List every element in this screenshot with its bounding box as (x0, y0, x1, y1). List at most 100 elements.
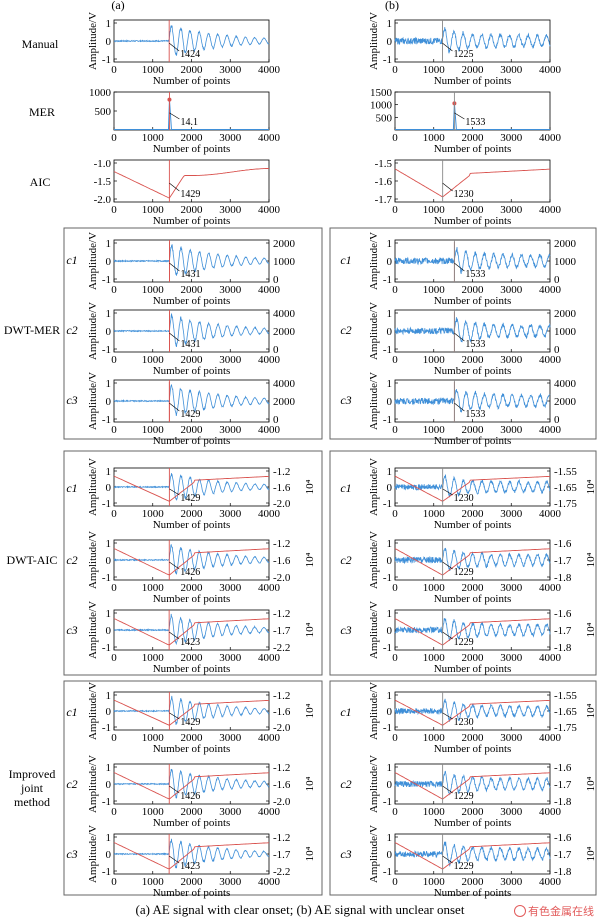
y2-tick-label: -1.7 (554, 625, 572, 637)
aic-series (394, 699, 550, 726)
component-label-c1: c1 (340, 705, 351, 719)
x-tick-label: 1000 (142, 652, 165, 664)
y-tick-label: 1 (387, 538, 393, 550)
x-tick-label: 2000 (462, 652, 485, 664)
y-tick-label: -1 (102, 796, 111, 808)
onset-annotation-leader (169, 785, 180, 794)
y2-tick-label: 2000 (554, 396, 577, 408)
x-tick-label: 3000 (500, 132, 523, 144)
onset-annotation-leader (168, 631, 180, 640)
y-tick-label: 0 (387, 706, 393, 718)
x-axis-label: Number of points (434, 143, 512, 155)
aic-series (394, 475, 550, 502)
y-tick-label: 1 (106, 608, 112, 620)
x-tick-label: 2000 (181, 732, 204, 744)
x-axis-label: Number of points (153, 519, 231, 531)
x-tick-label: 0 (111, 354, 117, 366)
aic-series (113, 699, 269, 726)
signal-series (113, 768, 270, 799)
x-tick-label: 3000 (219, 806, 242, 818)
y-axis-label: Amplitude/V (368, 12, 380, 70)
x-tick-label: 3000 (219, 582, 242, 594)
onset-annotation-leader (168, 42, 180, 52)
x-tick-label: 4000 (258, 508, 281, 520)
y2-tick-label: -2.0 (273, 572, 291, 584)
y2-tick-label: 2000 (554, 308, 577, 320)
onset-annotation: 14.1 (180, 117, 198, 128)
y-tick-label: 1 (387, 378, 393, 390)
y-tick-label: 0 (387, 396, 393, 408)
x-tick-label: 0 (111, 732, 117, 744)
onset-annotation-leader (169, 182, 180, 192)
y-axis-label: Amplitude/V (87, 372, 99, 430)
x-tick-label: 1000 (423, 876, 446, 888)
x-tick-label: 4000 (258, 204, 281, 216)
onset-annotation: 1423 (180, 861, 200, 872)
signal-series (394, 27, 551, 54)
onset-annotation-leader (442, 182, 453, 192)
component-label-c3: c3 (66, 393, 77, 407)
x-tick-label: 4000 (539, 284, 562, 296)
x-tick-label: 1000 (423, 204, 446, 216)
y-tick-label: -1 (383, 414, 392, 426)
y2-tick-label: -1.7 (273, 625, 291, 637)
x-tick-label: 2000 (462, 354, 485, 366)
x-axis-label: Number of points (153, 215, 231, 227)
column-a-label: (a) (111, 0, 124, 12)
x-tick-label: 0 (392, 876, 398, 888)
x-tick-label: 4000 (258, 284, 281, 296)
onset-annotation-leader (169, 262, 180, 272)
signal-series (113, 244, 270, 276)
x-tick-label: 1000 (142, 64, 165, 76)
x-tick-label: 2000 (181, 806, 204, 818)
x-tick-label: 2000 (181, 132, 204, 144)
chart-a-mer: 0 1000 2000 3000 4000 Number of points 500 1000… (89, 87, 281, 155)
x-tick-label: 4000 (258, 876, 281, 888)
y-tick-label: 1 (106, 308, 112, 320)
y2-tick-label: -1.7 (273, 849, 291, 861)
y2-tick-label: -1.8 (554, 642, 572, 654)
y-tick-label: 1 (387, 238, 393, 250)
aic-series (394, 548, 550, 576)
y-axis-label: Amplitude/V (368, 531, 380, 589)
y2-tick-label: -1.2 (273, 466, 290, 478)
x-tick-label: 1000 (142, 204, 165, 216)
x-tick-label: 3000 (500, 204, 523, 216)
signal-series (113, 838, 270, 869)
row-label-improved: joint (20, 781, 44, 795)
x-tick-label: 2000 (181, 876, 204, 888)
x-tick-label: 2000 (181, 284, 204, 296)
aic-series (113, 772, 269, 800)
x-tick-label: 4000 (539, 204, 562, 216)
y-axis-label: Amplitude/V (87, 458, 99, 516)
group-frame-b (329, 680, 597, 896)
x-tick-label: 0 (111, 652, 117, 664)
y-tick-label: 0 (387, 256, 393, 268)
y2-tick-label: -1.75 (554, 722, 577, 734)
onset-annotation-leader (442, 561, 453, 570)
x-tick-label: 1000 (142, 354, 165, 366)
x-tick-label: 3000 (500, 652, 523, 664)
y2-tick-label: -2.0 (273, 796, 291, 808)
onset-annotation-leader (442, 855, 453, 864)
aic-series (113, 168, 269, 199)
y2-tick-label: 0 (554, 274, 560, 286)
y2-unit-label: 10⁴ (304, 846, 316, 861)
y-tick-label: 1 (387, 308, 393, 320)
y-tick-label: -1 (383, 344, 392, 356)
y2-tick-label: -1.55 (554, 466, 577, 478)
y2-tick-label: -1.2 (273, 690, 290, 702)
onset-annotation: 1423 (180, 637, 200, 648)
y2-tick-label: -1.6 (554, 608, 572, 620)
x-tick-label: 0 (111, 876, 117, 888)
y-tick-label: 1 (106, 762, 112, 774)
y2-tick-label: -1.7 (554, 779, 572, 791)
x-tick-label: 1000 (423, 424, 446, 436)
x-tick-label: 1000 (423, 806, 446, 818)
y-tick-label: -1 (102, 498, 111, 510)
x-axis-label: Number of points (434, 75, 512, 87)
